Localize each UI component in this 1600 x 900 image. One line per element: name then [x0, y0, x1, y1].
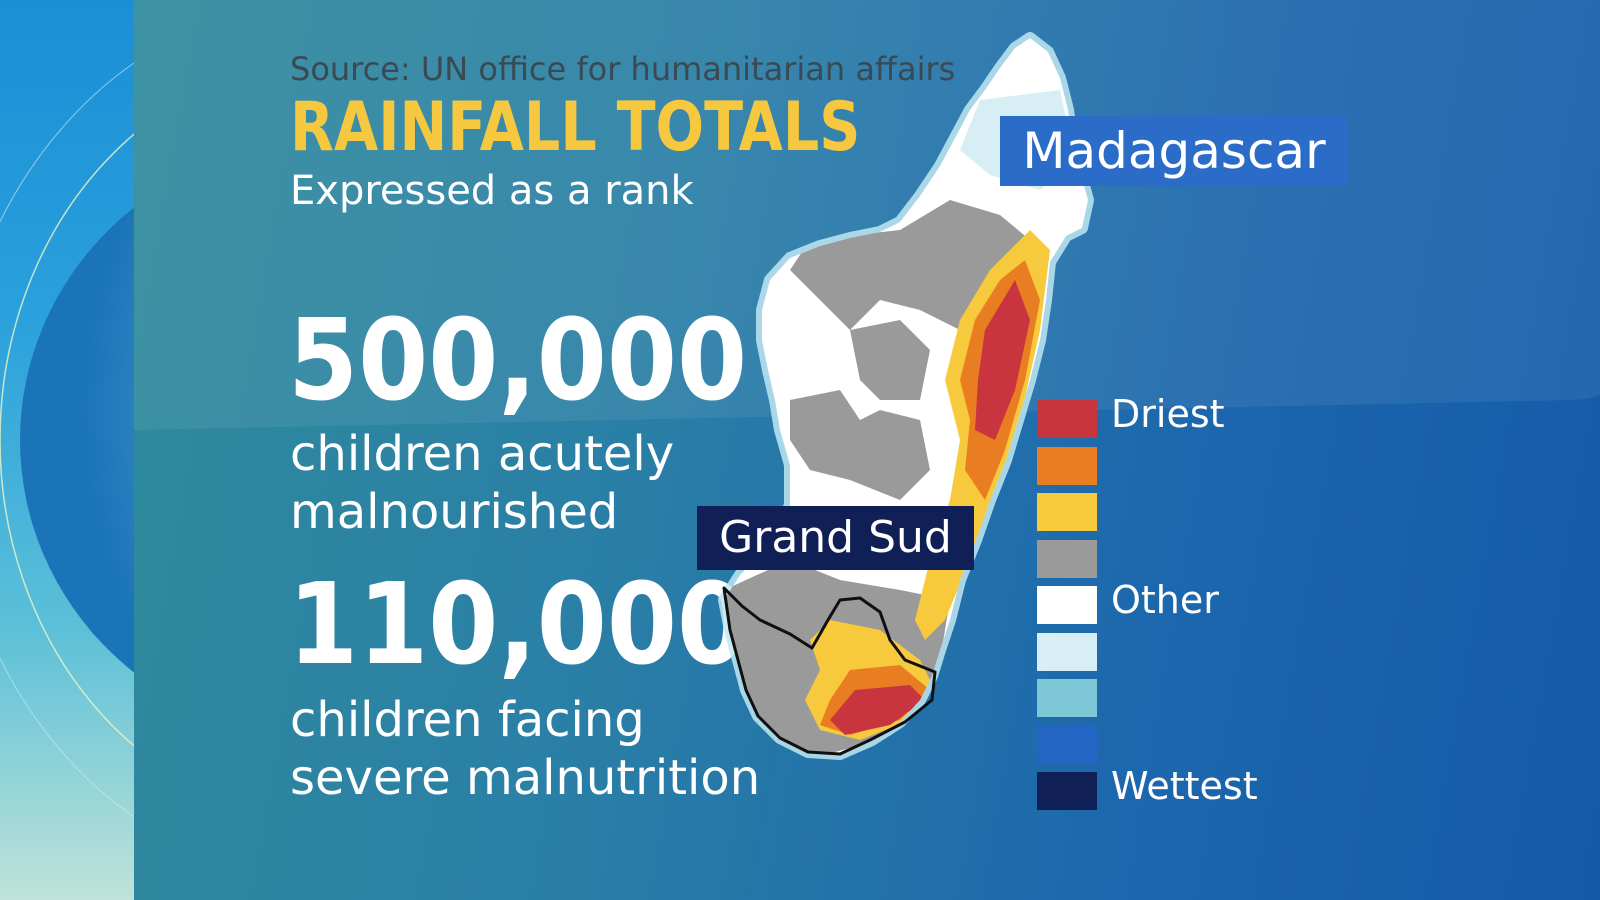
legend-label: Driest — [1111, 392, 1225, 436]
legend-swatch — [1037, 632, 1097, 671]
stat-number: 500,000 — [288, 296, 748, 426]
legend-swatch — [1037, 493, 1097, 531]
legend-swatch — [1037, 446, 1097, 485]
region-label: Grand Sud — [697, 506, 974, 570]
stat-caption-line: children facing — [290, 692, 645, 748]
legend-label: Wettest — [1111, 764, 1258, 808]
legend-swatch — [1037, 772, 1097, 810]
page-title: RAINFALL TOTALS — [290, 88, 861, 167]
stat-caption-line: severe malnutrition — [290, 750, 761, 806]
legend-swatch — [1037, 725, 1097, 764]
subtitle: Expressed as a rank — [290, 168, 694, 214]
country-label: Madagascar — [1000, 116, 1348, 186]
source-text: Source: UN office for humanitarian affai… — [290, 50, 956, 88]
legend-swatch — [1037, 586, 1097, 624]
stat-caption-line: children acutely — [290, 426, 675, 482]
legend-swatch — [1037, 400, 1097, 438]
legend-swatch — [1037, 679, 1097, 717]
globe-graphic — [0, 0, 134, 900]
stat-caption-line: malnourished — [290, 484, 619, 540]
stat-number: 110,000 — [288, 560, 748, 690]
legend-label: Other — [1111, 578, 1219, 622]
legend-swatch — [1037, 539, 1097, 578]
